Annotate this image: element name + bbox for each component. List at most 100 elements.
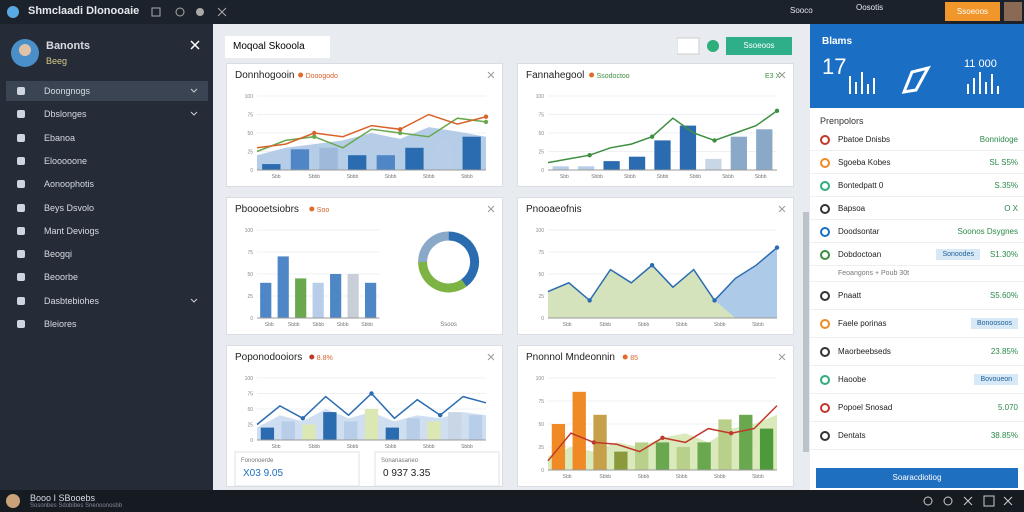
bar (572, 391, 586, 470)
x-tick-label: Sbbb (657, 174, 669, 180)
legend-dot (622, 354, 628, 360)
close-sidebar[interactable] (190, 40, 200, 50)
close-icon (778, 353, 786, 361)
icon-shape (17, 273, 25, 282)
card: Fannahegool Ssodoctoo E3 X 0 25 50 75 100 Sbb Sbb… (517, 63, 794, 187)
x-tick-label: Sbbb (714, 322, 726, 328)
y-tick-label: 50 (247, 407, 253, 413)
top-item[interactable]: Sooco (790, 6, 813, 15)
line (256, 117, 487, 153)
footer-icons[interactable] (920, 494, 1020, 508)
list-item[interactable]: Pnaatt S5.60% (810, 282, 1024, 310)
footer: Booo I SBooebs Sosonbes Sdobibes Snenoon… (0, 490, 1024, 512)
bar (260, 282, 272, 318)
menu-item[interactable]: Beoorbe (44, 272, 79, 283)
bar (364, 409, 379, 440)
list-item[interactable]: Dobdoctoan Sonoodes S1.30% (810, 243, 1024, 266)
y-tick-label: 75 (538, 250, 544, 256)
icon-shape (17, 133, 25, 142)
bar (344, 421, 358, 440)
bar (281, 421, 295, 440)
bar (635, 442, 649, 470)
list-item[interactable]: Haoobe Bovoueon (810, 366, 1024, 394)
menu-icon (17, 180, 25, 189)
footer-subtitle: Sosonbes Sdobibes Snenoonosbb (30, 503, 123, 509)
list-item[interactable]: Dentats 38.85% (810, 422, 1024, 450)
footer-avatar (6, 494, 20, 508)
top-item[interactable]: Oosotis (856, 3, 884, 12)
page-title: Moqoal Skooola (225, 36, 330, 58)
panel-button[interactable]: Soaracdiotiog (816, 468, 1018, 488)
y-tick-label: 50 (247, 272, 253, 278)
x-tick-label: Sbbb (689, 174, 701, 180)
chevron-shape (190, 88, 198, 93)
bar (730, 136, 747, 170)
chevron (190, 111, 198, 117)
item-badge: Sonoodes (936, 248, 980, 260)
user-avatar (11, 39, 39, 67)
menu-item[interactable]: Beys Dsvolo (44, 202, 95, 213)
item-icon (820, 347, 830, 357)
line-point (774, 245, 780, 250)
item-label: Bontedpatt 0 (838, 180, 884, 190)
scrollbar[interactable] (803, 212, 809, 452)
top-button[interactable]: Ssoeoos (945, 2, 1000, 21)
x-tick-label: Sbbb (638, 322, 650, 328)
donut-segment (448, 231, 480, 287)
menu-item[interactable]: Ebanoa (44, 132, 76, 143)
x-tick-label: Sbbb (752, 322, 764, 328)
menu-item[interactable]: Elooooone (44, 155, 88, 166)
summary-value2: 11 000 (964, 58, 997, 70)
list-item[interactable]: Bapsoa O X (810, 197, 1024, 220)
item-icon (820, 375, 830, 385)
main-button[interactable]: Ssoeoos (726, 37, 792, 55)
list-item[interactable]: Faele porinas Bonoosoos (810, 310, 1024, 338)
menu-item[interactable]: Dasbtebiohes (44, 295, 100, 306)
item-value: Soonos Dsygnes (957, 226, 1018, 236)
card-chart: Pboooetsiobrs Soo 0 25 50 75 100 Sbb Sbbb Sbbb Sbb… (235, 204, 495, 328)
line-point (649, 263, 655, 268)
icon-shape (820, 291, 830, 301)
list-item[interactable]: Pbatoe Dnisbs Bonnidoge (810, 128, 1024, 151)
list-item[interactable]: Maorbeebseds 23.85% (810, 338, 1024, 366)
toolbar-icons[interactable] (150, 6, 230, 18)
menu-item[interactable]: Doongnogs (6, 81, 208, 101)
menu-item[interactable]: Bleiores (44, 319, 77, 329)
item-value: 38.85% (990, 431, 1018, 440)
list-item[interactable]: Popoel Snosad 5.070 (810, 394, 1024, 422)
bar (603, 161, 620, 170)
list-item[interactable]: Feoangons + Poub 30t (810, 266, 1024, 282)
avatar[interactable] (1004, 2, 1022, 21)
list-item[interactable]: Doodsontar Soonos Dsygnes (810, 220, 1024, 243)
legend-text: 8.8% (317, 355, 333, 362)
list-item[interactable]: Sgoeba Kobes SL S5% (810, 151, 1024, 174)
line-point (712, 298, 717, 303)
card-title: Fannahegool (526, 70, 584, 81)
y-tick-label: 25 (538, 150, 544, 156)
donut-label: Ssoos (440, 322, 457, 328)
view-controls[interactable] (677, 37, 727, 55)
list-item[interactable]: Bontedpatt 0 S.35% (810, 174, 1024, 197)
summary-graphics (849, 65, 999, 94)
bar (468, 415, 483, 440)
item-icon (820, 319, 830, 329)
x-tick-label: Sbbb (423, 444, 435, 450)
close-icon (778, 205, 786, 213)
menu-item[interactable]: Dbslonges (44, 109, 87, 120)
legend-text: 85 (630, 355, 638, 362)
menu-icon (17, 133, 25, 142)
menu-item[interactable]: Beogqi (44, 249, 73, 260)
menu-item[interactable]: Mant Deviogs (44, 225, 100, 236)
menu-icon (17, 250, 25, 259)
bar (323, 412, 337, 440)
bar (319, 147, 338, 170)
bar (262, 164, 281, 170)
icon-shape (17, 110, 25, 119)
y-tick-label: 25 (247, 150, 253, 156)
menu-icon (17, 110, 25, 119)
item-icon (820, 180, 830, 191)
bar (551, 424, 566, 470)
item-label: Doodsontar (838, 226, 880, 236)
menu-item[interactable]: Aonoophotis (44, 179, 95, 190)
y-tick-label: 0 (541, 316, 544, 322)
